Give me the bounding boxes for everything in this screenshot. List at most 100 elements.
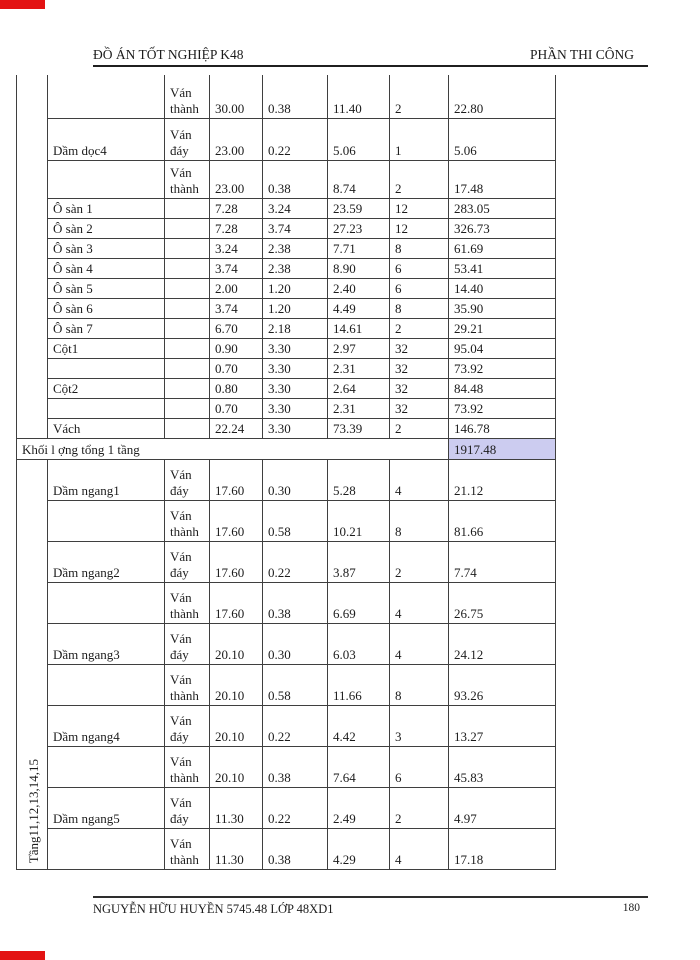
- total-cell: 21.12: [448, 458, 556, 501]
- total-cell: 283.05: [448, 197, 556, 219]
- total-cell: 95.04: [448, 337, 556, 359]
- count-cell: 8: [389, 297, 449, 319]
- member-name-cell: Ô sàn 1: [47, 197, 165, 219]
- count-cell: 2: [389, 317, 449, 339]
- count-cell: 32: [389, 357, 449, 379]
- value-cell: 0.80: [209, 377, 263, 399]
- count-cell: 2: [389, 75, 449, 119]
- count-cell: 8: [389, 237, 449, 259]
- formwork-quantity-table: Ván thành 30.00 0.38 11.40 2 22.80 Dầm d…: [16, 75, 556, 870]
- value-cell: 3.74: [209, 257, 263, 279]
- member-name-cell: Cột2: [47, 377, 165, 399]
- member-name-cell: [47, 499, 165, 542]
- total-cell: 29.21: [448, 317, 556, 339]
- total-cell: 17.18: [448, 827, 556, 870]
- table-row: Tầng11,12,13,14,15 Dầm ngang1 Ván đáy 17…: [16, 458, 556, 870]
- count-cell: 4: [389, 827, 449, 870]
- value-cell: 4.42: [327, 704, 390, 747]
- value-cell: 5.28: [327, 458, 390, 501]
- table-row: Vách 22.24 3.30 73.39 2 146.78: [17, 417, 556, 439]
- formwork-type-cell: [164, 357, 210, 379]
- value-cell: 7.28: [209, 197, 263, 219]
- page-footer: NGUYỄN HỮU HUYỀN 5745.48 LỚP 48XD1 180: [93, 896, 648, 917]
- value-cell: 2.00: [209, 277, 263, 299]
- value-cell: 0.38: [262, 745, 328, 788]
- member-name-cell: [47, 663, 165, 706]
- total-cell: 73.92: [448, 357, 556, 379]
- count-cell: 1: [389, 117, 449, 161]
- value-cell: 2.97: [327, 337, 390, 359]
- count-cell: 6: [389, 745, 449, 788]
- formwork-type-cell: [164, 417, 210, 439]
- value-cell: 0.58: [262, 499, 328, 542]
- value-cell: 3.30: [262, 377, 328, 399]
- formwork-type-cell: [164, 397, 210, 419]
- value-cell: 73.39: [327, 417, 390, 439]
- count-cell: 2: [389, 159, 449, 199]
- count-cell: 4: [389, 581, 449, 624]
- member-name-cell: [47, 357, 165, 379]
- formwork-type-cell: [164, 237, 210, 259]
- value-cell: 4.29: [327, 827, 390, 870]
- formwork-type-cell: Ván thành: [164, 827, 210, 870]
- table-row: 0.70 3.30 2.31 32 73.92: [17, 357, 556, 379]
- total-cell: 17.48: [448, 159, 556, 199]
- table-row: Dầm ngang2 Ván đáy 17.60 0.22 3.87 2 7.7…: [17, 540, 556, 583]
- table-container: Ván thành 30.00 0.38 11.40 2 22.80 Dầm d…: [16, 75, 556, 870]
- member-name-cell: Dầm ngang3: [47, 622, 165, 665]
- value-cell: 27.23: [327, 217, 390, 239]
- value-cell: 11.40: [327, 75, 390, 119]
- member-name-cell: [47, 745, 165, 788]
- footer-author-line: NGUYỄN HỮU HUYỀN 5745.48 LỚP 48XD1: [93, 902, 334, 916]
- value-cell: 0.30: [262, 458, 328, 501]
- count-cell: 6: [389, 277, 449, 299]
- member-name-cell: [47, 75, 165, 119]
- total-cell: 326.73: [448, 217, 556, 239]
- value-cell: 20.10: [209, 663, 263, 706]
- red-corner-mark-bottom: [0, 951, 45, 960]
- member-name-cell: Vách: [47, 417, 165, 439]
- value-cell: 2.31: [327, 397, 390, 419]
- value-cell: 11.30: [209, 827, 263, 870]
- value-cell: 3.30: [262, 397, 328, 419]
- value-cell: 6.70: [209, 317, 263, 339]
- total-cell: 13.27: [448, 704, 556, 747]
- total-cell: 146.78: [448, 417, 556, 439]
- formwork-type-cell: Ván đáy: [164, 458, 210, 501]
- formwork-type-cell: [164, 217, 210, 239]
- formwork-type-cell: [164, 377, 210, 399]
- value-cell: 3.30: [262, 417, 328, 439]
- formwork-type-cell: [164, 337, 210, 359]
- formwork-type-cell: [164, 317, 210, 339]
- value-cell: 0.38: [262, 75, 328, 119]
- value-cell: 2.40: [327, 277, 390, 299]
- table-row: Ván thành 20.10 0.58 11.66 8 93.26: [17, 663, 556, 706]
- value-cell: 22.24: [209, 417, 263, 439]
- total-cell: 4.97: [448, 786, 556, 829]
- table-row: Ô sàn 4 3.74 2.38 8.90 6 53.41: [17, 257, 556, 279]
- formwork-type-cell: Ván đáy: [164, 704, 210, 747]
- header-right-title: PHẦN THI CÔNG: [529, 47, 634, 62]
- formwork-type-cell: Ván đáy: [164, 786, 210, 829]
- value-cell: 2.18: [262, 317, 328, 339]
- value-cell: 0.38: [262, 159, 328, 199]
- summary-total-cell: 1917.48: [448, 437, 556, 460]
- value-cell: 2.38: [262, 257, 328, 279]
- formwork-type-cell: Ván đáy: [164, 117, 210, 161]
- count-cell: 6: [389, 257, 449, 279]
- formwork-type-cell: Ván thành: [164, 75, 210, 119]
- member-name-cell: Ô sàn 5: [47, 277, 165, 299]
- value-cell: 0.90: [209, 337, 263, 359]
- count-cell: 32: [389, 337, 449, 359]
- table-row: Dầm ngang3 Ván đáy 20.10 0.30 6.03 4 24.…: [17, 622, 556, 665]
- value-cell: 0.58: [262, 663, 328, 706]
- member-name-cell: Dầm ngang5: [47, 786, 165, 829]
- member-name-cell: Ô sàn 7: [47, 317, 165, 339]
- formwork-type-cell: Ván thành: [164, 581, 210, 624]
- table-row: Ván thành 11.30 0.38 4.29 4 17.18: [17, 827, 556, 870]
- value-cell: 3.30: [262, 357, 328, 379]
- value-cell: 30.00: [209, 75, 263, 119]
- value-cell: 0.70: [209, 357, 263, 379]
- count-cell: 8: [389, 663, 449, 706]
- value-cell: 0.22: [262, 540, 328, 583]
